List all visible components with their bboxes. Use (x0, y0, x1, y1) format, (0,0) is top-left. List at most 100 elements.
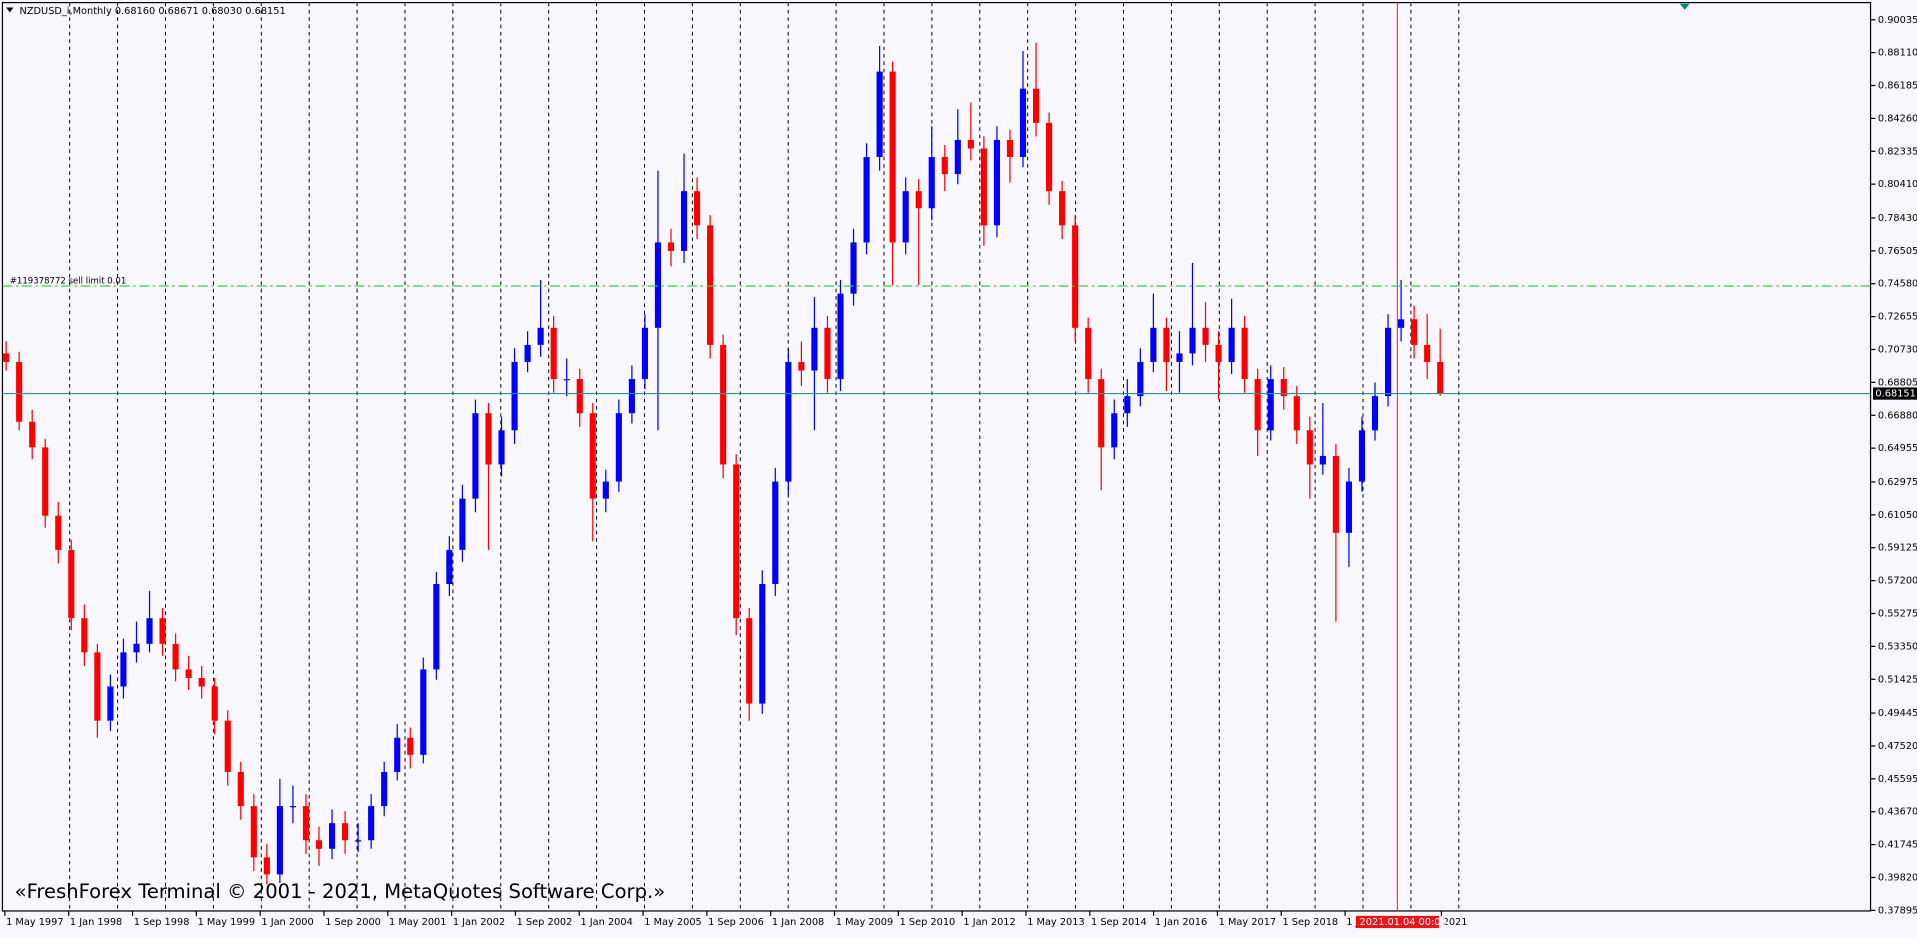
candle-body (524, 344, 531, 362)
candle-body (759, 584, 766, 704)
candle-body (1437, 361, 1444, 394)
y-tick-label: 0.43670 (1878, 807, 1917, 818)
candle-body (876, 71, 883, 158)
candle-body (328, 823, 336, 849)
y-tick-label: 0.61050 (1878, 510, 1917, 521)
x-tick-label: 1 Jan 2002 (453, 917, 505, 928)
y-tick-label: 0.53350 (1878, 641, 1917, 652)
candle-body (1306, 430, 1313, 465)
x-tick-label: 1 May 1999 (198, 917, 255, 928)
y-tick-label: 0.64955 (1878, 443, 1917, 454)
x-tick-label: 1 May 2009 (836, 917, 893, 928)
candle-body (824, 327, 831, 380)
candle-body (1254, 379, 1261, 431)
candle-body (889, 71, 896, 243)
x-tick-label: 1 Sep 1998 (134, 917, 190, 928)
y-tick-label: 0.90035 (1878, 15, 1917, 26)
candle-body (863, 157, 870, 243)
x-tick-label: 1 May 2017 (1219, 917, 1276, 928)
y-tick-label: 0.51425 (1878, 674, 1917, 685)
y-tick-label: 0.66880 (1878, 410, 1917, 421)
candle-body (1398, 319, 1405, 328)
candle-body (1215, 344, 1222, 362)
candle-body (993, 139, 1000, 226)
x-tick-label: 1 Sep 2006 (708, 917, 764, 928)
candle-body (1424, 344, 1431, 362)
candle-body (302, 806, 310, 841)
candle-body (1085, 327, 1092, 380)
y-tick-label: 0.74580 (1878, 279, 1917, 290)
x-tick-label: 1 Jan 2012 (963, 917, 1015, 928)
y-tick-label: 0.82335 (1878, 146, 1917, 157)
candle-body (967, 139, 974, 149)
candle-body (420, 669, 427, 755)
candles (3, 42, 1444, 885)
candle-body (42, 447, 49, 516)
candle-body (902, 191, 909, 243)
candle-body (394, 737, 401, 772)
candle-body (837, 293, 844, 380)
candle-body (576, 379, 583, 414)
y-tick-label: 0.37895 (1878, 905, 1917, 916)
candle-body (1150, 327, 1157, 362)
candle-body (1163, 327, 1170, 362)
candle-body (459, 498, 466, 550)
x-tick-label: 1 Sep 2002 (517, 917, 573, 928)
candle-body (81, 618, 88, 653)
x-tick-label: 1 Jan 2016 (1155, 917, 1207, 928)
x-tick-label: 1 Sep 2014 (1091, 917, 1147, 928)
y-tick-label: 0.80410 (1878, 179, 1917, 190)
candle-body (654, 242, 662, 328)
candle-body (485, 413, 492, 465)
candle-body (1202, 327, 1209, 345)
candle-body (772, 481, 779, 585)
candle-body (1345, 481, 1352, 533)
candle-body (159, 618, 166, 644)
plot-frame (1, 1, 1872, 912)
candle-body (1059, 191, 1066, 226)
candle-body (785, 361, 792, 482)
y-tick-label: 0.47520 (1878, 741, 1917, 752)
candle-body (1176, 353, 1183, 362)
y-tick-label: 0.39820 (1878, 872, 1917, 883)
y-tick-label: 0.55275 (1878, 608, 1917, 619)
candle-body (1189, 327, 1196, 354)
x-tick-label: 1 May 1997 (6, 917, 63, 928)
candle-body (146, 618, 153, 644)
candle-body (980, 148, 987, 226)
candle-body (276, 806, 283, 875)
candle-body (446, 549, 453, 585)
chart-title: NZDUSD_i,Monthly 0.68160 0.68671 0.68030… (20, 6, 286, 17)
y-tick-label: 0.45595 (1878, 774, 1917, 785)
candle-body (1332, 455, 1339, 533)
candle-body (120, 652, 127, 687)
candle-body (55, 515, 62, 550)
x-tick-label: 1 May 2005 (644, 917, 701, 928)
candle-body (1358, 430, 1366, 482)
candle-body (289, 806, 296, 808)
candle-body (1411, 319, 1418, 345)
candle-body (315, 840, 323, 849)
y-tick-label: 0.88110 (1878, 48, 1917, 59)
candle-body (355, 840, 362, 842)
candle-body (1371, 396, 1379, 431)
candle-body (3, 353, 10, 362)
y-tick-label: 0.59125 (1878, 543, 1917, 554)
y-tick-label: 0.62975 (1878, 477, 1917, 488)
x-tick-label: 1 Jan 2008 (772, 917, 824, 928)
y-tick-label: 0.41745 (1878, 840, 1917, 851)
cursor-label: 2021.01.04 00:00 (1360, 917, 1447, 928)
candle-body (850, 242, 857, 294)
grid (69, 2, 1460, 911)
candle-body (1124, 396, 1131, 414)
candle-body (694, 191, 701, 226)
candle-body (198, 677, 205, 687)
candle-body (1111, 413, 1118, 448)
candle-body (407, 737, 414, 755)
candle-body (368, 806, 375, 841)
candle-body (172, 643, 179, 670)
candle-body (641, 327, 648, 380)
candle-body (94, 652, 101, 721)
candle-body (1032, 88, 1040, 123)
candle-body (628, 379, 635, 414)
